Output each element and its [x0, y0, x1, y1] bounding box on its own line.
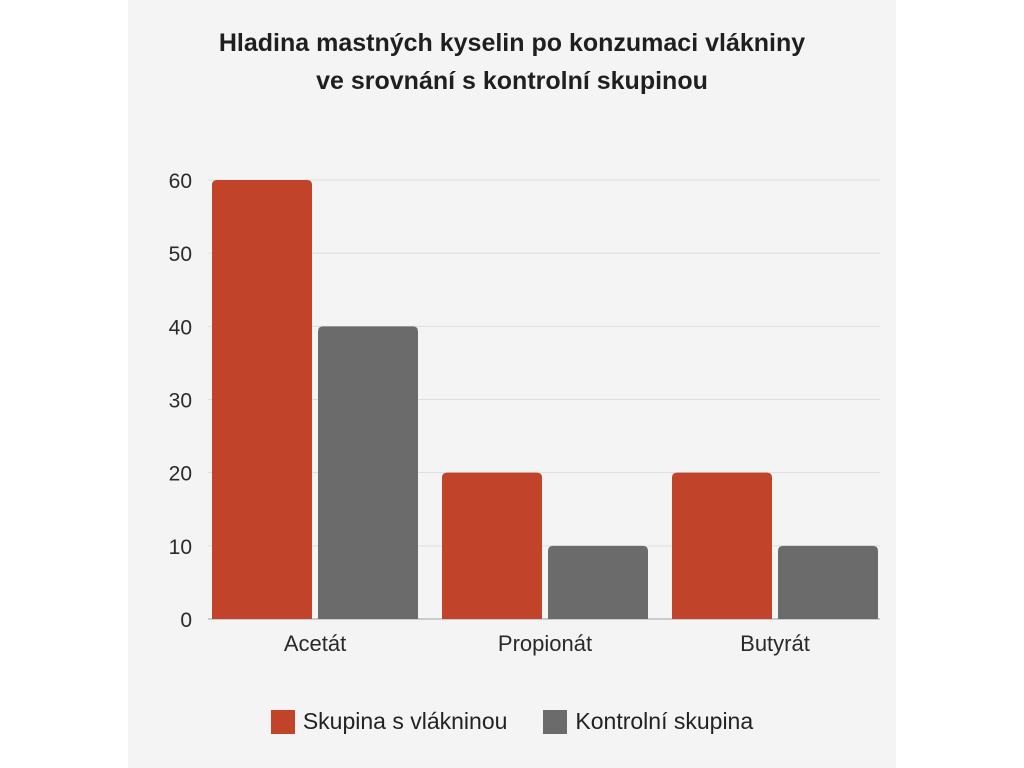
y-tick-label: 10	[169, 536, 192, 559]
y-axis-ticks: 0 10 20 30 40 50 60	[169, 170, 192, 632]
chart-title: Hladina mastných kyselin po konzumaci vl…	[128, 24, 896, 100]
bar-fiber-2	[672, 472, 772, 619]
legend-item-control: Kontrolní skupina	[543, 708, 753, 735]
legend-label-control: Kontrolní skupina	[575, 708, 754, 734]
y-tick-label: 40	[169, 316, 192, 339]
x-category-label: Butyrát	[740, 631, 810, 656]
x-category-label: Acetát	[284, 631, 346, 656]
bar-control-1	[548, 545, 648, 619]
legend: Skupina s vlákninou Kontrolní skupina	[128, 708, 896, 735]
bar-control-0	[318, 326, 418, 619]
bar-fiber-1	[442, 472, 542, 619]
legend-swatch-fiber	[270, 709, 295, 734]
bar-chart: 0 10 20 30 40 50 60 Acetát Propionát Butyrát	[169, 170, 880, 656]
x-category-label: Propionát	[498, 631, 592, 656]
y-tick-label: 50	[169, 243, 192, 266]
chart-title-line-1: Hladina mastných kyselin po konzumaci vl…	[218, 29, 806, 57]
chart-title-line-2: ve srovnání s kontrolní skupinou	[316, 67, 708, 95]
y-tick-label: 30	[169, 390, 192, 413]
bar-control-2	[778, 545, 878, 619]
legend-swatch-control	[543, 709, 568, 734]
x-axis-categories: Acetát Propionát Butyrát	[284, 631, 810, 656]
bars	[212, 180, 878, 619]
y-tick-label: 60	[169, 170, 192, 193]
y-tick-label: 20	[169, 463, 192, 486]
bar-fiber-0	[212, 180, 312, 619]
chart-panel: Hladina mastných kyselin po konzumaci vl…	[128, 0, 896, 768]
legend-item-fiber: Skupina s vlákninou	[270, 708, 508, 735]
y-tick-label: 0	[180, 609, 192, 632]
legend-label-fiber: Skupina s vlákninou	[302, 708, 508, 734]
